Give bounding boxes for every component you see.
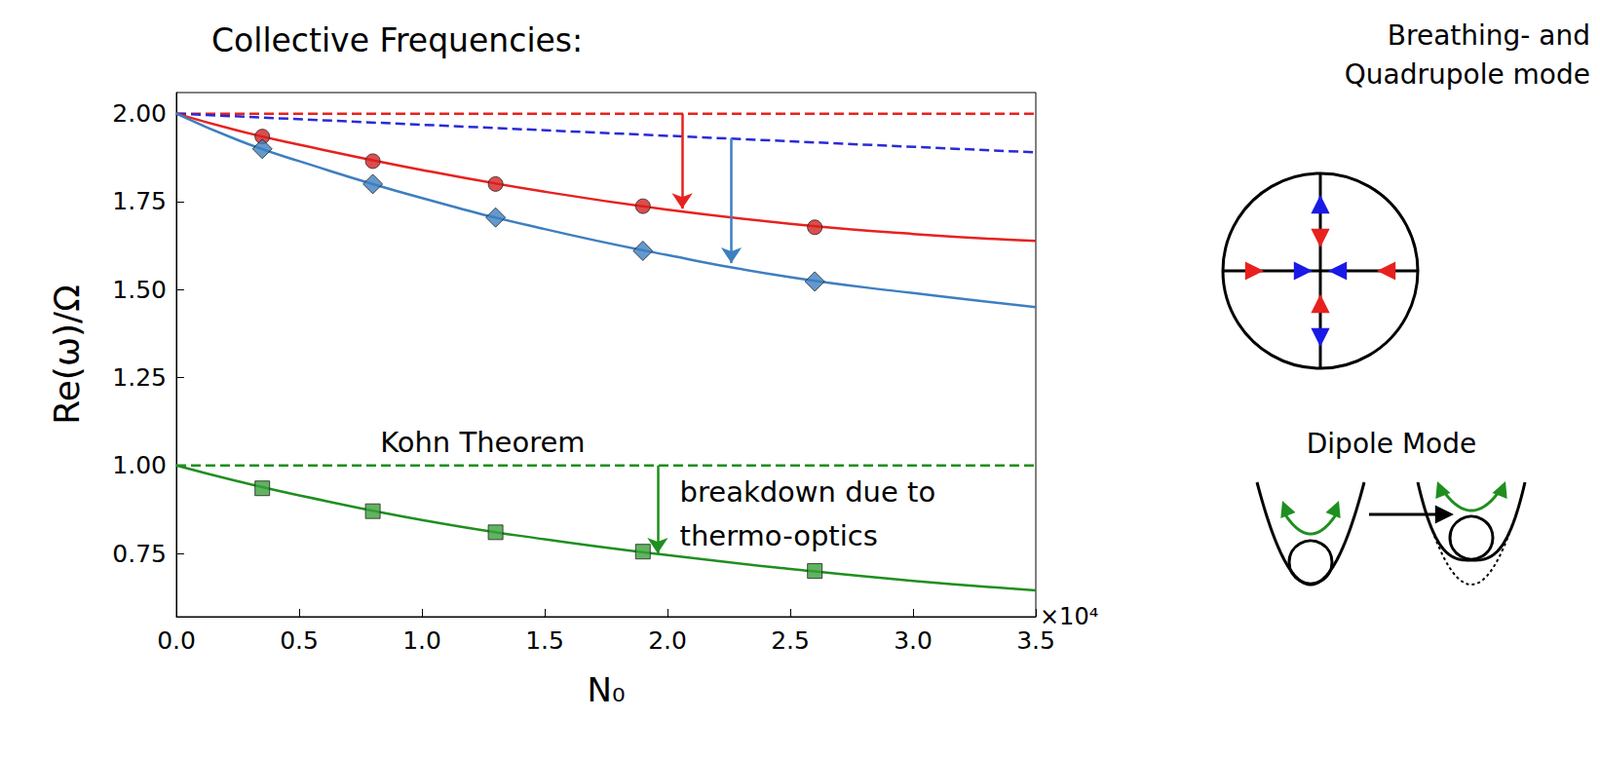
- svg-text:breakdown due to: breakdown due to: [680, 475, 937, 509]
- svg-text:0.75: 0.75: [112, 539, 167, 569]
- svg-text:N₀: N₀: [586, 670, 625, 710]
- svg-text:0.0: 0.0: [156, 626, 196, 655]
- svg-text:thermo-optics: thermo-optics: [680, 519, 878, 553]
- svg-text:3.5: 3.5: [1016, 626, 1056, 655]
- svg-text:3.0: 3.0: [893, 626, 933, 655]
- svg-text:- and: - and: [1520, 19, 1591, 52]
- svg-text:Quadrupole: Quadrupole: [1344, 58, 1505, 91]
- svg-text:1.00: 1.00: [112, 451, 167, 480]
- svg-text:1.5: 1.5: [525, 626, 565, 655]
- svg-text:Breathing: Breathing: [1387, 19, 1522, 52]
- svg-text:1.50: 1.50: [112, 275, 167, 305]
- svg-text:1.25: 1.25: [112, 363, 167, 392]
- svg-text:2.0: 2.0: [647, 626, 687, 655]
- svg-text:Dipole: Dipole: [1306, 427, 1394, 460]
- svg-text:0.5: 0.5: [279, 626, 319, 655]
- svg-text:2.00: 2.00: [112, 99, 167, 128]
- svg-text:Re(ω)/Ω: Re(ω)/Ω: [46, 284, 87, 424]
- svg-text:Collective Frequencies:: Collective Frequencies:: [211, 21, 583, 60]
- svg-text:×10⁴: ×10⁴: [1039, 603, 1099, 631]
- svg-text:mode: mode: [1504, 58, 1591, 91]
- svg-text:Kohn Theorem: Kohn Theorem: [380, 425, 585, 459]
- svg-text:2.5: 2.5: [770, 626, 810, 655]
- svg-text:1.75: 1.75: [112, 187, 167, 216]
- svg-text:1.0: 1.0: [402, 626, 442, 655]
- svg-text:Mode: Mode: [1393, 427, 1477, 460]
